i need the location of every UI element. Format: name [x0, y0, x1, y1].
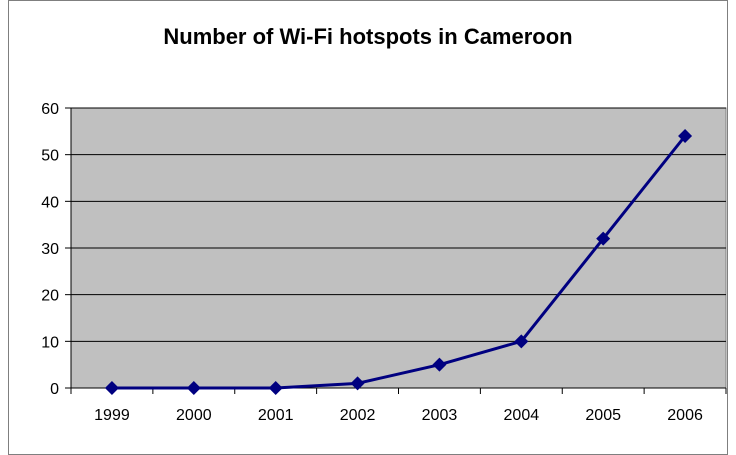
- x-tick-label: 2000: [176, 407, 212, 424]
- y-tick-label: 50: [41, 148, 59, 165]
- x-tick-label: 1999: [94, 407, 130, 424]
- data-point: [268, 381, 283, 395]
- x-tick-label: 2004: [504, 407, 540, 424]
- series-line: [111, 135, 687, 390]
- data-point: [186, 381, 201, 395]
- y-tick-label: 10: [41, 334, 59, 351]
- x-tick-label: 2005: [585, 407, 621, 424]
- data-point: [514, 334, 529, 349]
- y-tick-label: 20: [41, 288, 59, 305]
- y-tick-label: 60: [41, 101, 59, 118]
- y-tick-label: 40: [41, 194, 59, 211]
- x-tick-label: 2006: [667, 407, 703, 424]
- x-tick-label: 2002: [340, 407, 376, 424]
- chart-title: Number of Wi-Fi hotspots in Cameroon: [163, 24, 573, 49]
- x-tick-label: 2003: [422, 407, 458, 424]
- y-tick-label: 0: [50, 381, 59, 398]
- data-point: [104, 381, 119, 395]
- y-tick-label: 30: [41, 241, 59, 258]
- data-point: [432, 357, 447, 372]
- data-point: [678, 129, 693, 143]
- x-tick-label: 2001: [258, 407, 294, 424]
- data-point: [350, 376, 365, 391]
- data-point: [596, 231, 611, 246]
